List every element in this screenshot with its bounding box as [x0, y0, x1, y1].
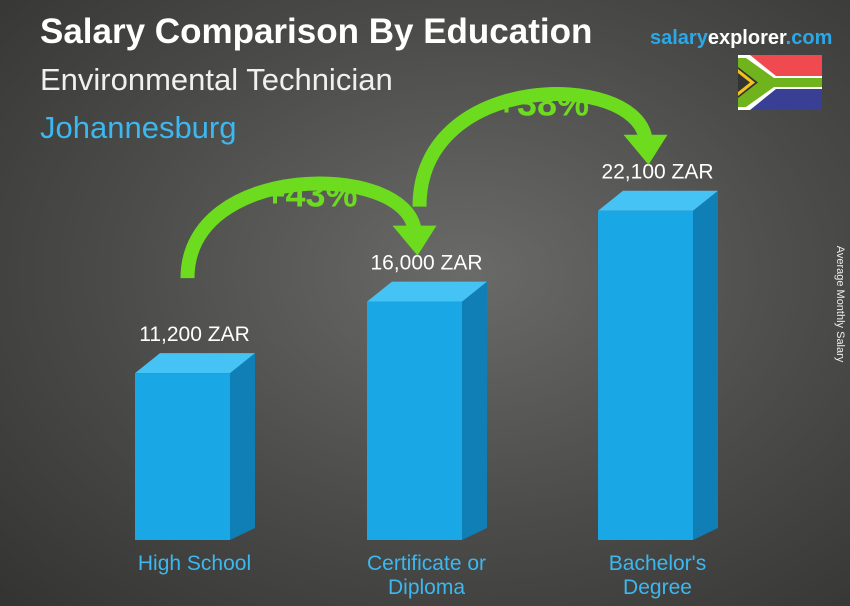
bar-side — [693, 190, 718, 540]
category-label: High School — [138, 552, 251, 575]
category-label: Diploma — [388, 576, 465, 599]
value-label: 11,200 ZAR — [139, 323, 250, 346]
location: Johannesburg — [40, 110, 237, 145]
category-label: Bachelor's — [609, 552, 706, 575]
bar-top — [367, 281, 487, 302]
bar-top — [598, 190, 718, 211]
bar — [598, 210, 693, 540]
arrow-head — [623, 134, 668, 165]
logo-part-salary: salary — [650, 27, 708, 49]
change-arrow — [180, 176, 422, 279]
bar-side — [230, 353, 255, 540]
south-africa-flag-icon — [738, 55, 822, 110]
logo-part-explorer: explorer — [707, 27, 786, 49]
bar — [135, 373, 230, 540]
change-label: +43% — [264, 174, 357, 215]
value-label: 22,100 ZAR — [601, 161, 713, 184]
bar-top — [135, 353, 255, 374]
value-label: 16,000 ZAR — [370, 252, 482, 275]
y-axis-label: Average Monthly Salary — [834, 245, 846, 363]
category-label: Degree — [623, 576, 692, 599]
change-arrow — [412, 87, 653, 207]
bar-side — [462, 281, 487, 540]
category-label: Certificate or — [367, 552, 486, 575]
arrow-head — [392, 225, 437, 256]
logo-part-com: .com — [785, 27, 833, 49]
site-logo[interactable]: salaryexplorer.com — [650, 27, 832, 50]
job-title: Environmental Technician — [40, 62, 393, 97]
bar — [367, 301, 462, 540]
chart-title: Salary Comparison By Education — [40, 12, 593, 51]
change-label: +38% — [496, 83, 589, 124]
